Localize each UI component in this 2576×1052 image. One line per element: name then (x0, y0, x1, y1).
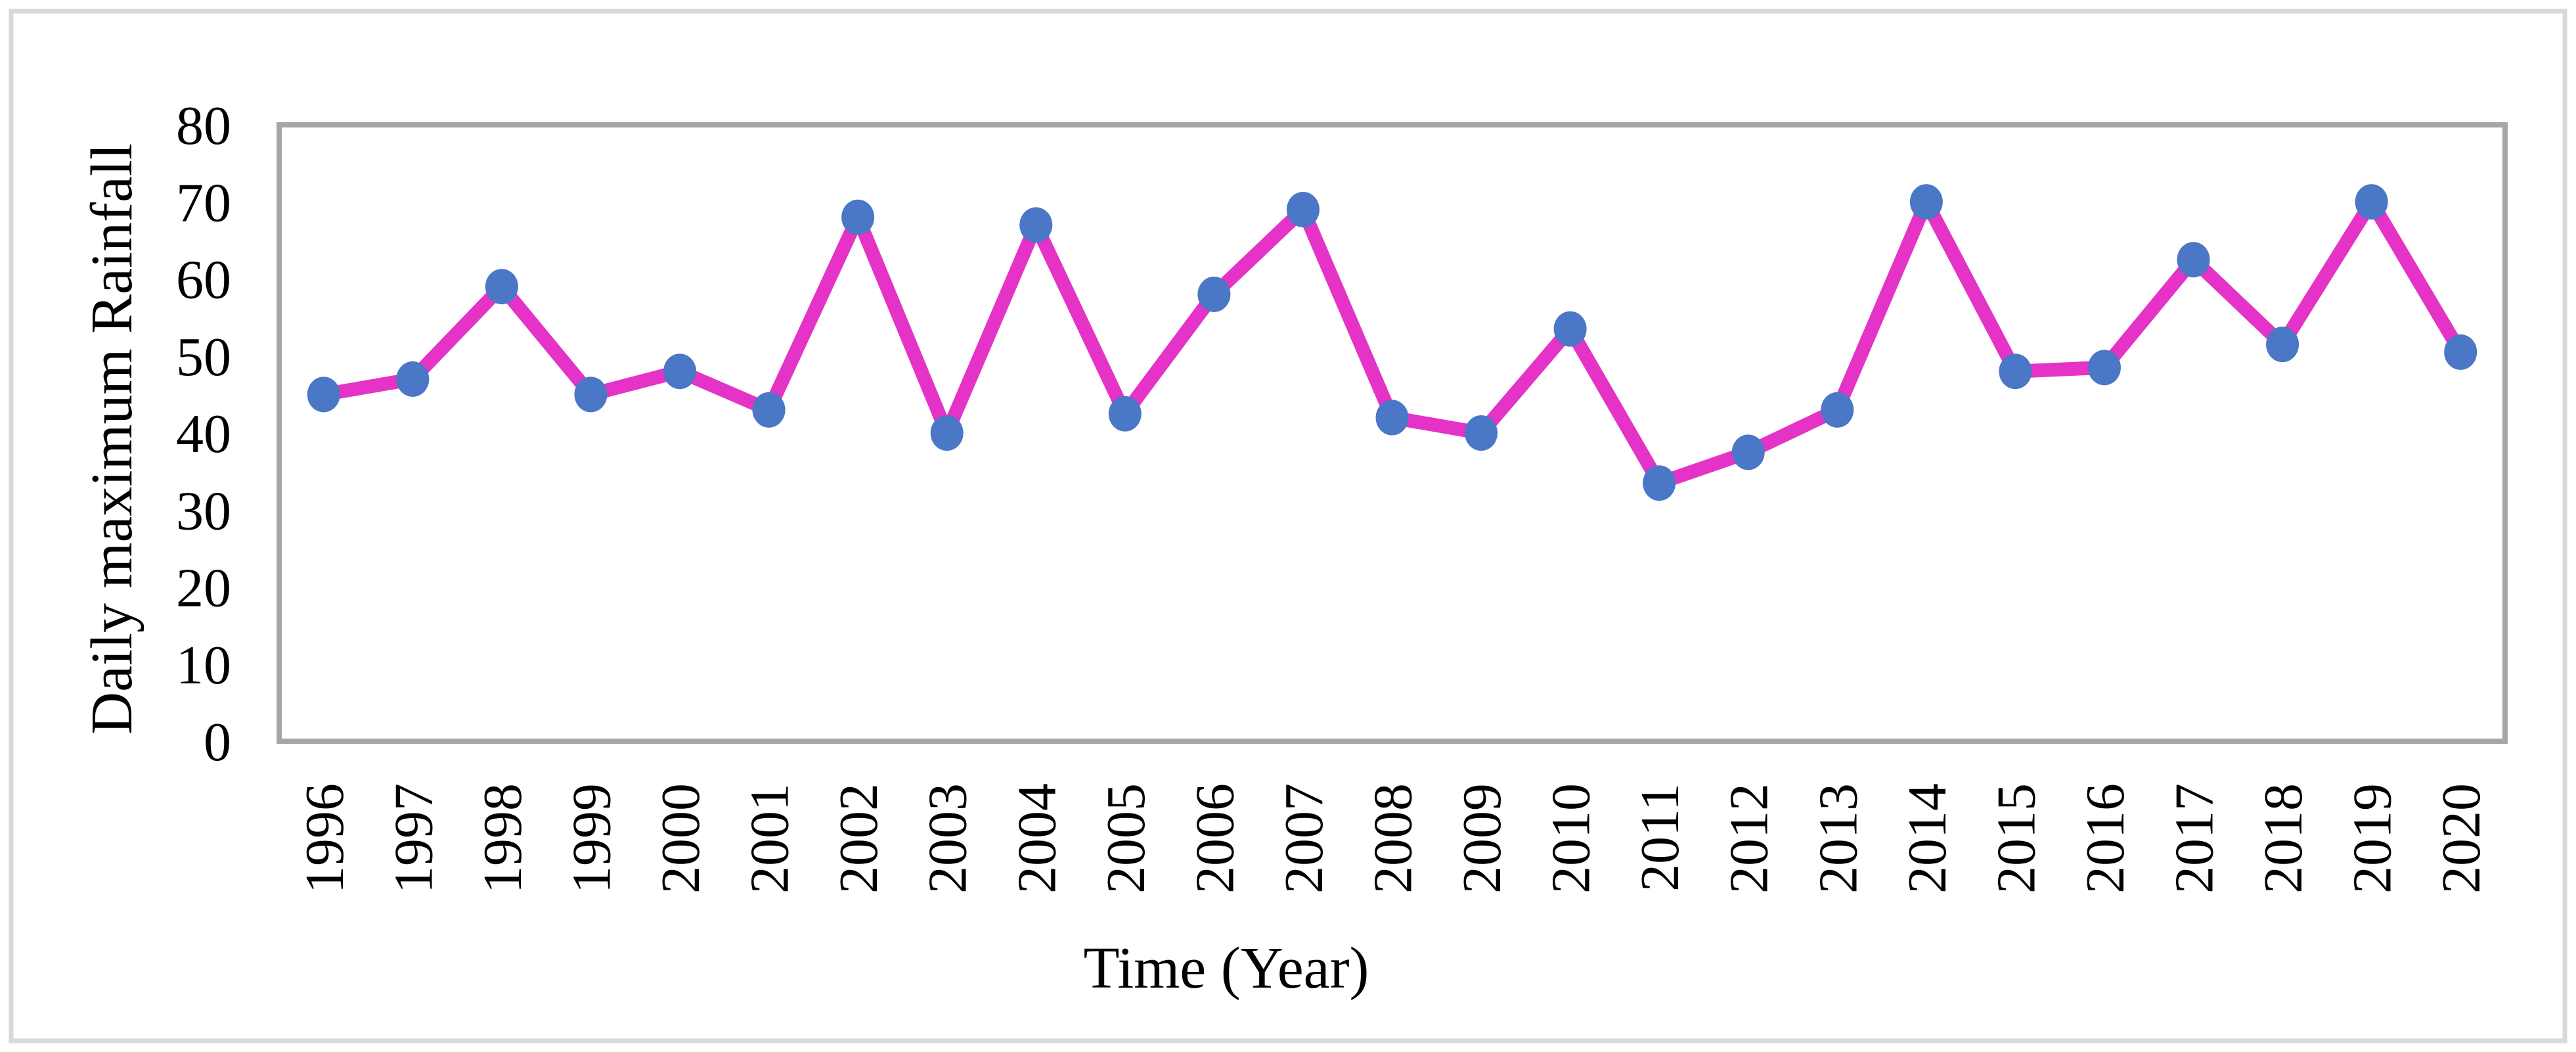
data-point-marker-2018 (2266, 327, 2299, 363)
plot-area-border (277, 122, 2508, 744)
data-point-marker-2020 (2444, 334, 2477, 370)
x-tick-label-1996: 1996 (294, 783, 355, 894)
data-point-marker-2007 (1286, 191, 1320, 227)
y-tick-label-50: 50 (176, 327, 231, 388)
series-layer (307, 184, 2477, 501)
x-tick-label-2009: 2009 (1452, 783, 1513, 894)
x-tick-label-2008: 2008 (1363, 783, 1424, 894)
data-point-marker-2000 (663, 354, 697, 390)
x-axis-tick-labels: 1996 1997 1998 1999 2000 2001 2002 2003 2004 2005… (294, 783, 2492, 894)
x-tick-label-2002: 2002 (828, 783, 889, 894)
data-point-marker-2002 (841, 199, 875, 235)
x-tick-label-2020: 2020 (2431, 783, 2492, 894)
data-point-marker-2009 (1465, 415, 1498, 451)
figure-border (9, 9, 2567, 1043)
data-point-marker-1997 (396, 361, 430, 397)
data-point-marker-2005 (1108, 396, 1142, 432)
data-point-marker-2010 (1553, 311, 1587, 347)
x-tick-label-2005: 2005 (1096, 783, 1157, 894)
data-point-marker-2011 (1643, 465, 1676, 501)
data-point-marker-2012 (1731, 434, 1765, 470)
y-tick-label-10: 10 (176, 635, 231, 696)
y-tick-label-40: 40 (176, 403, 231, 465)
x-tick-label-1997: 1997 (383, 783, 444, 894)
x-tick-label-2016: 2016 (2075, 783, 2136, 894)
x-axis-title: Time (Year) (1083, 936, 1369, 1001)
data-point-marker-2014 (1909, 184, 1943, 220)
data-point-marker-2016 (2087, 350, 2121, 386)
data-point-marker-2017 (2177, 242, 2210, 278)
x-tick-label-2014: 2014 (1897, 783, 1958, 894)
y-tick-label-80: 80 (176, 95, 231, 156)
x-tick-label-2004: 2004 (1006, 783, 1067, 894)
data-point-marker-1998 (485, 269, 518, 305)
y-tick-label-30: 30 (176, 480, 231, 541)
y-tick-label-0: 0 (204, 712, 231, 773)
x-tick-label-2011: 2011 (1630, 783, 1691, 892)
x-tick-label-2003: 2003 (918, 783, 979, 894)
x-tick-label-2001: 2001 (740, 783, 801, 894)
data-point-marker-2006 (1197, 276, 1231, 312)
data-point-marker-2001 (752, 392, 786, 428)
x-tick-label-2017: 2017 (2164, 783, 2225, 894)
x-tick-label-2006: 2006 (1184, 783, 1245, 894)
x-tick-label-2018: 2018 (2253, 783, 2314, 894)
x-tick-label-2010: 2010 (1541, 783, 1602, 894)
x-tick-label-2000: 2000 (650, 783, 711, 894)
data-point-marker-1999 (574, 377, 608, 413)
x-tick-label-2019: 2019 (2342, 783, 2403, 894)
data-point-marker-2003 (930, 415, 964, 451)
data-point-marker-2019 (2355, 184, 2388, 220)
x-tick-label-2007: 2007 (1274, 783, 1335, 894)
data-point-marker-2013 (1821, 392, 1854, 428)
x-tick-label-2015: 2015 (1986, 783, 2047, 894)
y-tick-label-20: 20 (176, 558, 231, 619)
data-point-marker-2004 (1019, 207, 1053, 243)
x-tick-label-1999: 1999 (561, 783, 622, 894)
data-point-marker-2008 (1375, 400, 1409, 436)
data-point-marker-2015 (1999, 354, 2032, 390)
y-tick-label-70: 70 (176, 172, 231, 233)
x-tick-label-2012: 2012 (1719, 783, 1780, 894)
y-axis-tick-labels: 0 10 20 30 40 50 60 70 80 (176, 95, 231, 773)
x-tick-label-2013: 2013 (1808, 783, 1869, 894)
y-axis-title: Daily maximum Rainfall (79, 143, 144, 735)
x-tick-label-1998: 1998 (472, 783, 533, 894)
data-point-marker-1996 (307, 377, 340, 413)
y-tick-label-60: 60 (176, 250, 231, 311)
